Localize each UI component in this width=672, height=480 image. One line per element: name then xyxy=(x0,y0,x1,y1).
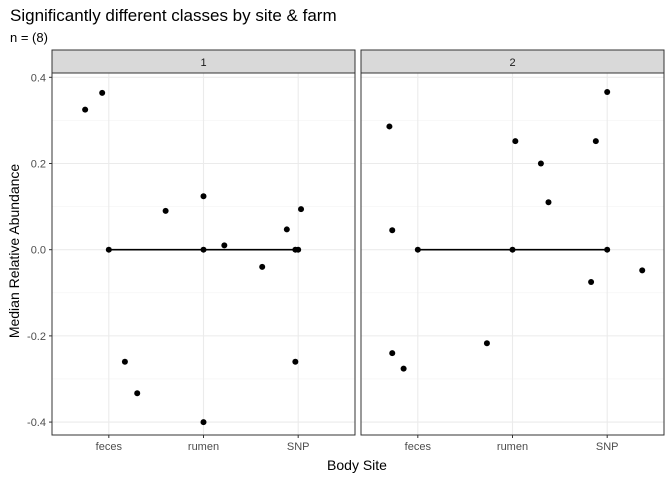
data-point xyxy=(200,246,207,253)
facet-panel-2: 2 feces rumen SNP xyxy=(360,49,665,453)
data-point xyxy=(509,246,516,253)
data-point xyxy=(389,227,396,234)
data-point xyxy=(292,358,299,365)
data-point xyxy=(105,246,112,253)
data-point xyxy=(134,390,141,397)
facet-panel-1: 1 feces rumen SNP xyxy=(51,49,356,453)
panel-border xyxy=(360,72,665,436)
chart-title: Significantly different classes by site … xyxy=(10,6,337,25)
data-point xyxy=(121,358,128,365)
data-point xyxy=(99,89,106,96)
x-axis-label: Body Site xyxy=(327,457,387,473)
data-point xyxy=(389,350,396,357)
y-tick-label: 0.4 xyxy=(31,72,46,84)
y-axis: -0.4 -0.2 0.0 0.2 0.4 xyxy=(27,72,52,429)
data-point xyxy=(414,246,421,253)
x-tick-label: rumen xyxy=(188,441,219,453)
facet-panels: 1 feces rumen SNP 2 feces rumen SNP -0.4 -0.2 0.0 0… xyxy=(27,49,665,453)
panel-border xyxy=(51,72,356,436)
y-tick-label: 0.0 xyxy=(31,245,46,257)
x-tick-label: rumen xyxy=(497,441,528,453)
data-point xyxy=(200,419,207,426)
data-point xyxy=(639,267,646,274)
data-point xyxy=(604,246,611,253)
data-point xyxy=(545,199,552,206)
data-point xyxy=(295,246,302,253)
data-point xyxy=(386,123,393,130)
data-point xyxy=(259,263,266,270)
data-point xyxy=(592,138,599,145)
x-tick-label: SNP xyxy=(287,441,310,453)
data-point xyxy=(400,365,407,372)
y-tick-label: -0.4 xyxy=(27,417,46,429)
data-point xyxy=(537,160,544,167)
chart-subtitle: n = (8) xyxy=(10,30,48,45)
y-tick-label: -0.2 xyxy=(27,331,46,343)
data-point xyxy=(82,106,89,113)
y-axis-label: Median Relative Abundance xyxy=(6,164,22,339)
x-tick-label: feces xyxy=(405,441,432,453)
x-tick-label: SNP xyxy=(596,441,619,453)
data-point xyxy=(283,226,290,233)
facet-strip-label: 2 xyxy=(509,57,515,69)
data-point xyxy=(298,206,305,213)
data-point xyxy=(588,279,595,286)
facet-strip-label: 1 xyxy=(200,57,206,69)
data-point xyxy=(604,88,611,95)
data-point xyxy=(162,207,169,214)
data-point xyxy=(221,242,228,249)
data-point xyxy=(200,193,207,200)
x-tick-label: feces xyxy=(96,441,123,453)
y-tick-label: 0.2 xyxy=(31,159,46,171)
data-point xyxy=(512,138,519,145)
data-point xyxy=(483,340,490,347)
